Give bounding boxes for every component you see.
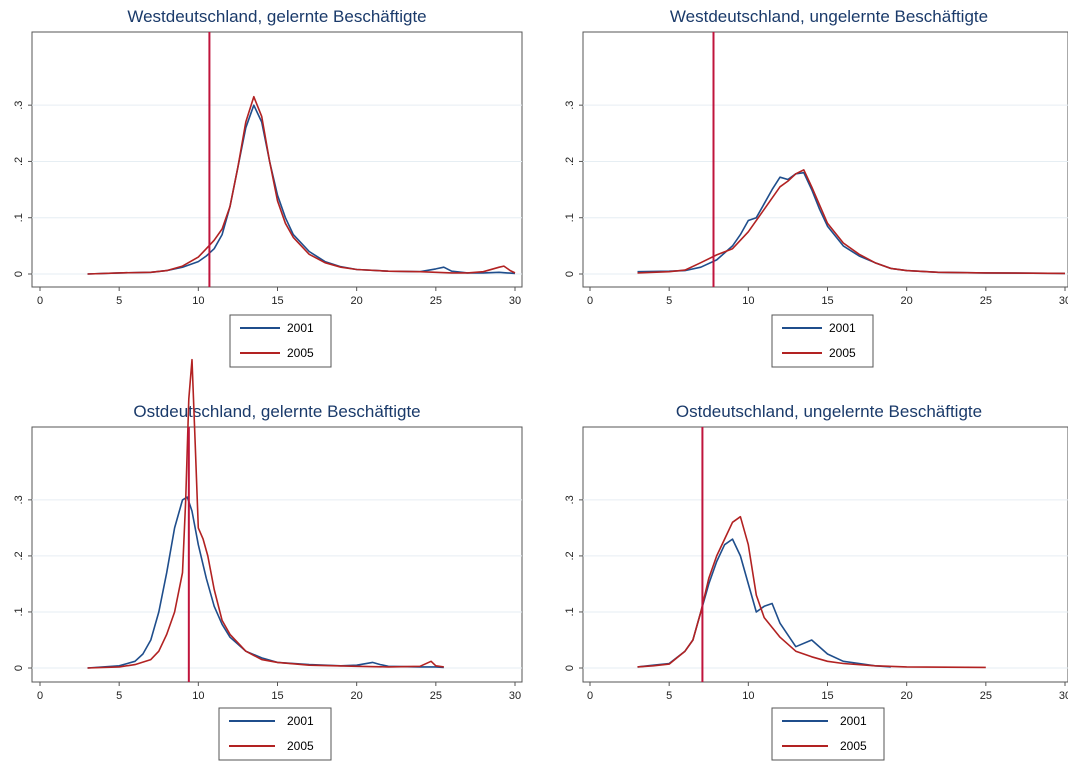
y-tick-label: 0 bbox=[13, 271, 25, 277]
legend-label-2005: 2005 bbox=[840, 739, 867, 753]
series-line-2001 bbox=[87, 496, 444, 669]
legend-label-2001: 2001 bbox=[287, 321, 314, 335]
plot-frame bbox=[31, 31, 523, 288]
legend-label-2005: 2005 bbox=[829, 346, 856, 360]
x-tick-label: 10 bbox=[192, 295, 204, 307]
legend-label-2005: 2005 bbox=[287, 739, 314, 753]
x-tick-label: 20 bbox=[901, 295, 913, 307]
x-tick-label: 5 bbox=[666, 690, 672, 702]
legend: 2001 2005 bbox=[771, 314, 874, 368]
panel-title: Ostdeutschland, ungelernte Beschäftigte bbox=[676, 402, 982, 421]
x-tick-label: 15 bbox=[821, 295, 833, 307]
panel-title: Westdeutschland, gelernte Beschäftigte bbox=[127, 7, 426, 26]
y-tick-label: 0 bbox=[13, 665, 25, 671]
x-tick-label: 20 bbox=[351, 690, 363, 702]
y-tick-label: .1 bbox=[13, 607, 25, 616]
legend-label-2005: 2005 bbox=[287, 346, 314, 360]
y-tick-label: .3 bbox=[13, 101, 25, 110]
x-tick-label: 25 bbox=[980, 690, 992, 702]
panel-ost-ungelernt: Ostdeutschland, ungelernte Beschäftigte … bbox=[564, 402, 1068, 761]
y-tick-label: .2 bbox=[564, 157, 576, 166]
series-line-2001 bbox=[87, 104, 516, 275]
x-tick-label: 5 bbox=[116, 690, 122, 702]
plot-frame bbox=[582, 31, 1068, 288]
x-tick-label: 30 bbox=[1059, 295, 1068, 307]
panel-ost-gelernt: Ostdeutschland, gelernte Beschäftigte 0.… bbox=[13, 358, 523, 761]
x-tick-label: 0 bbox=[37, 690, 43, 702]
plot-frame bbox=[582, 426, 1068, 683]
y-tick-label: .1 bbox=[13, 213, 25, 222]
legend-label-2001: 2001 bbox=[840, 714, 867, 728]
x-tick-label: 20 bbox=[901, 690, 913, 702]
y-tick-label: .3 bbox=[13, 495, 25, 504]
y-tick-label: .1 bbox=[564, 213, 576, 222]
x-tick-label: 10 bbox=[742, 690, 754, 702]
panel-west-gelernt: Westdeutschland, gelernte Beschäftigte 0… bbox=[13, 7, 523, 368]
legend: 2001 2005 bbox=[218, 707, 332, 761]
x-tick-label: 10 bbox=[192, 690, 204, 702]
y-tick-label: 0 bbox=[564, 271, 576, 277]
x-tick-label: 30 bbox=[509, 295, 521, 307]
plot-frame bbox=[31, 426, 523, 683]
panel-title: Westdeutschland, ungelernte Beschäftigte bbox=[670, 7, 988, 26]
series-line-2005 bbox=[87, 358, 444, 669]
x-tick-label: 0 bbox=[587, 295, 593, 307]
legend-label-2001: 2001 bbox=[287, 714, 314, 728]
series-line-2005 bbox=[637, 169, 1066, 275]
panel-title: Ostdeutschland, gelernte Beschäftigte bbox=[133, 402, 420, 421]
x-tick-label: 30 bbox=[1059, 690, 1068, 702]
panel-west-ungelernt: Westdeutschland, ungelernte Beschäftigte… bbox=[564, 7, 1068, 368]
x-tick-label: 5 bbox=[116, 295, 122, 307]
x-tick-label: 5 bbox=[666, 295, 672, 307]
y-tick-label: .2 bbox=[13, 551, 25, 560]
x-tick-label: 0 bbox=[37, 295, 43, 307]
y-tick-label: .3 bbox=[564, 495, 576, 504]
x-tick-label: 15 bbox=[821, 690, 833, 702]
x-tick-label: 30 bbox=[509, 690, 521, 702]
legend-label-2001: 2001 bbox=[829, 321, 856, 335]
x-tick-label: 20 bbox=[351, 295, 363, 307]
legend: 2001 2005 bbox=[771, 707, 885, 761]
y-tick-label: .1 bbox=[564, 607, 576, 616]
x-tick-label: 25 bbox=[980, 295, 992, 307]
legend: 2001 2005 bbox=[229, 314, 332, 368]
y-tick-label: .3 bbox=[564, 101, 576, 110]
y-tick-label: 0 bbox=[564, 665, 576, 671]
x-tick-label: 25 bbox=[430, 295, 442, 307]
y-tick-label: .2 bbox=[13, 157, 25, 166]
series-line-2005 bbox=[637, 515, 986, 669]
x-tick-label: 10 bbox=[742, 295, 754, 307]
y-tick-label: .2 bbox=[564, 551, 576, 560]
x-tick-label: 0 bbox=[587, 690, 593, 702]
series-line-2005 bbox=[87, 95, 516, 275]
x-tick-label: 25 bbox=[430, 690, 442, 702]
x-tick-label: 15 bbox=[271, 295, 283, 307]
x-tick-label: 15 bbox=[271, 690, 283, 702]
